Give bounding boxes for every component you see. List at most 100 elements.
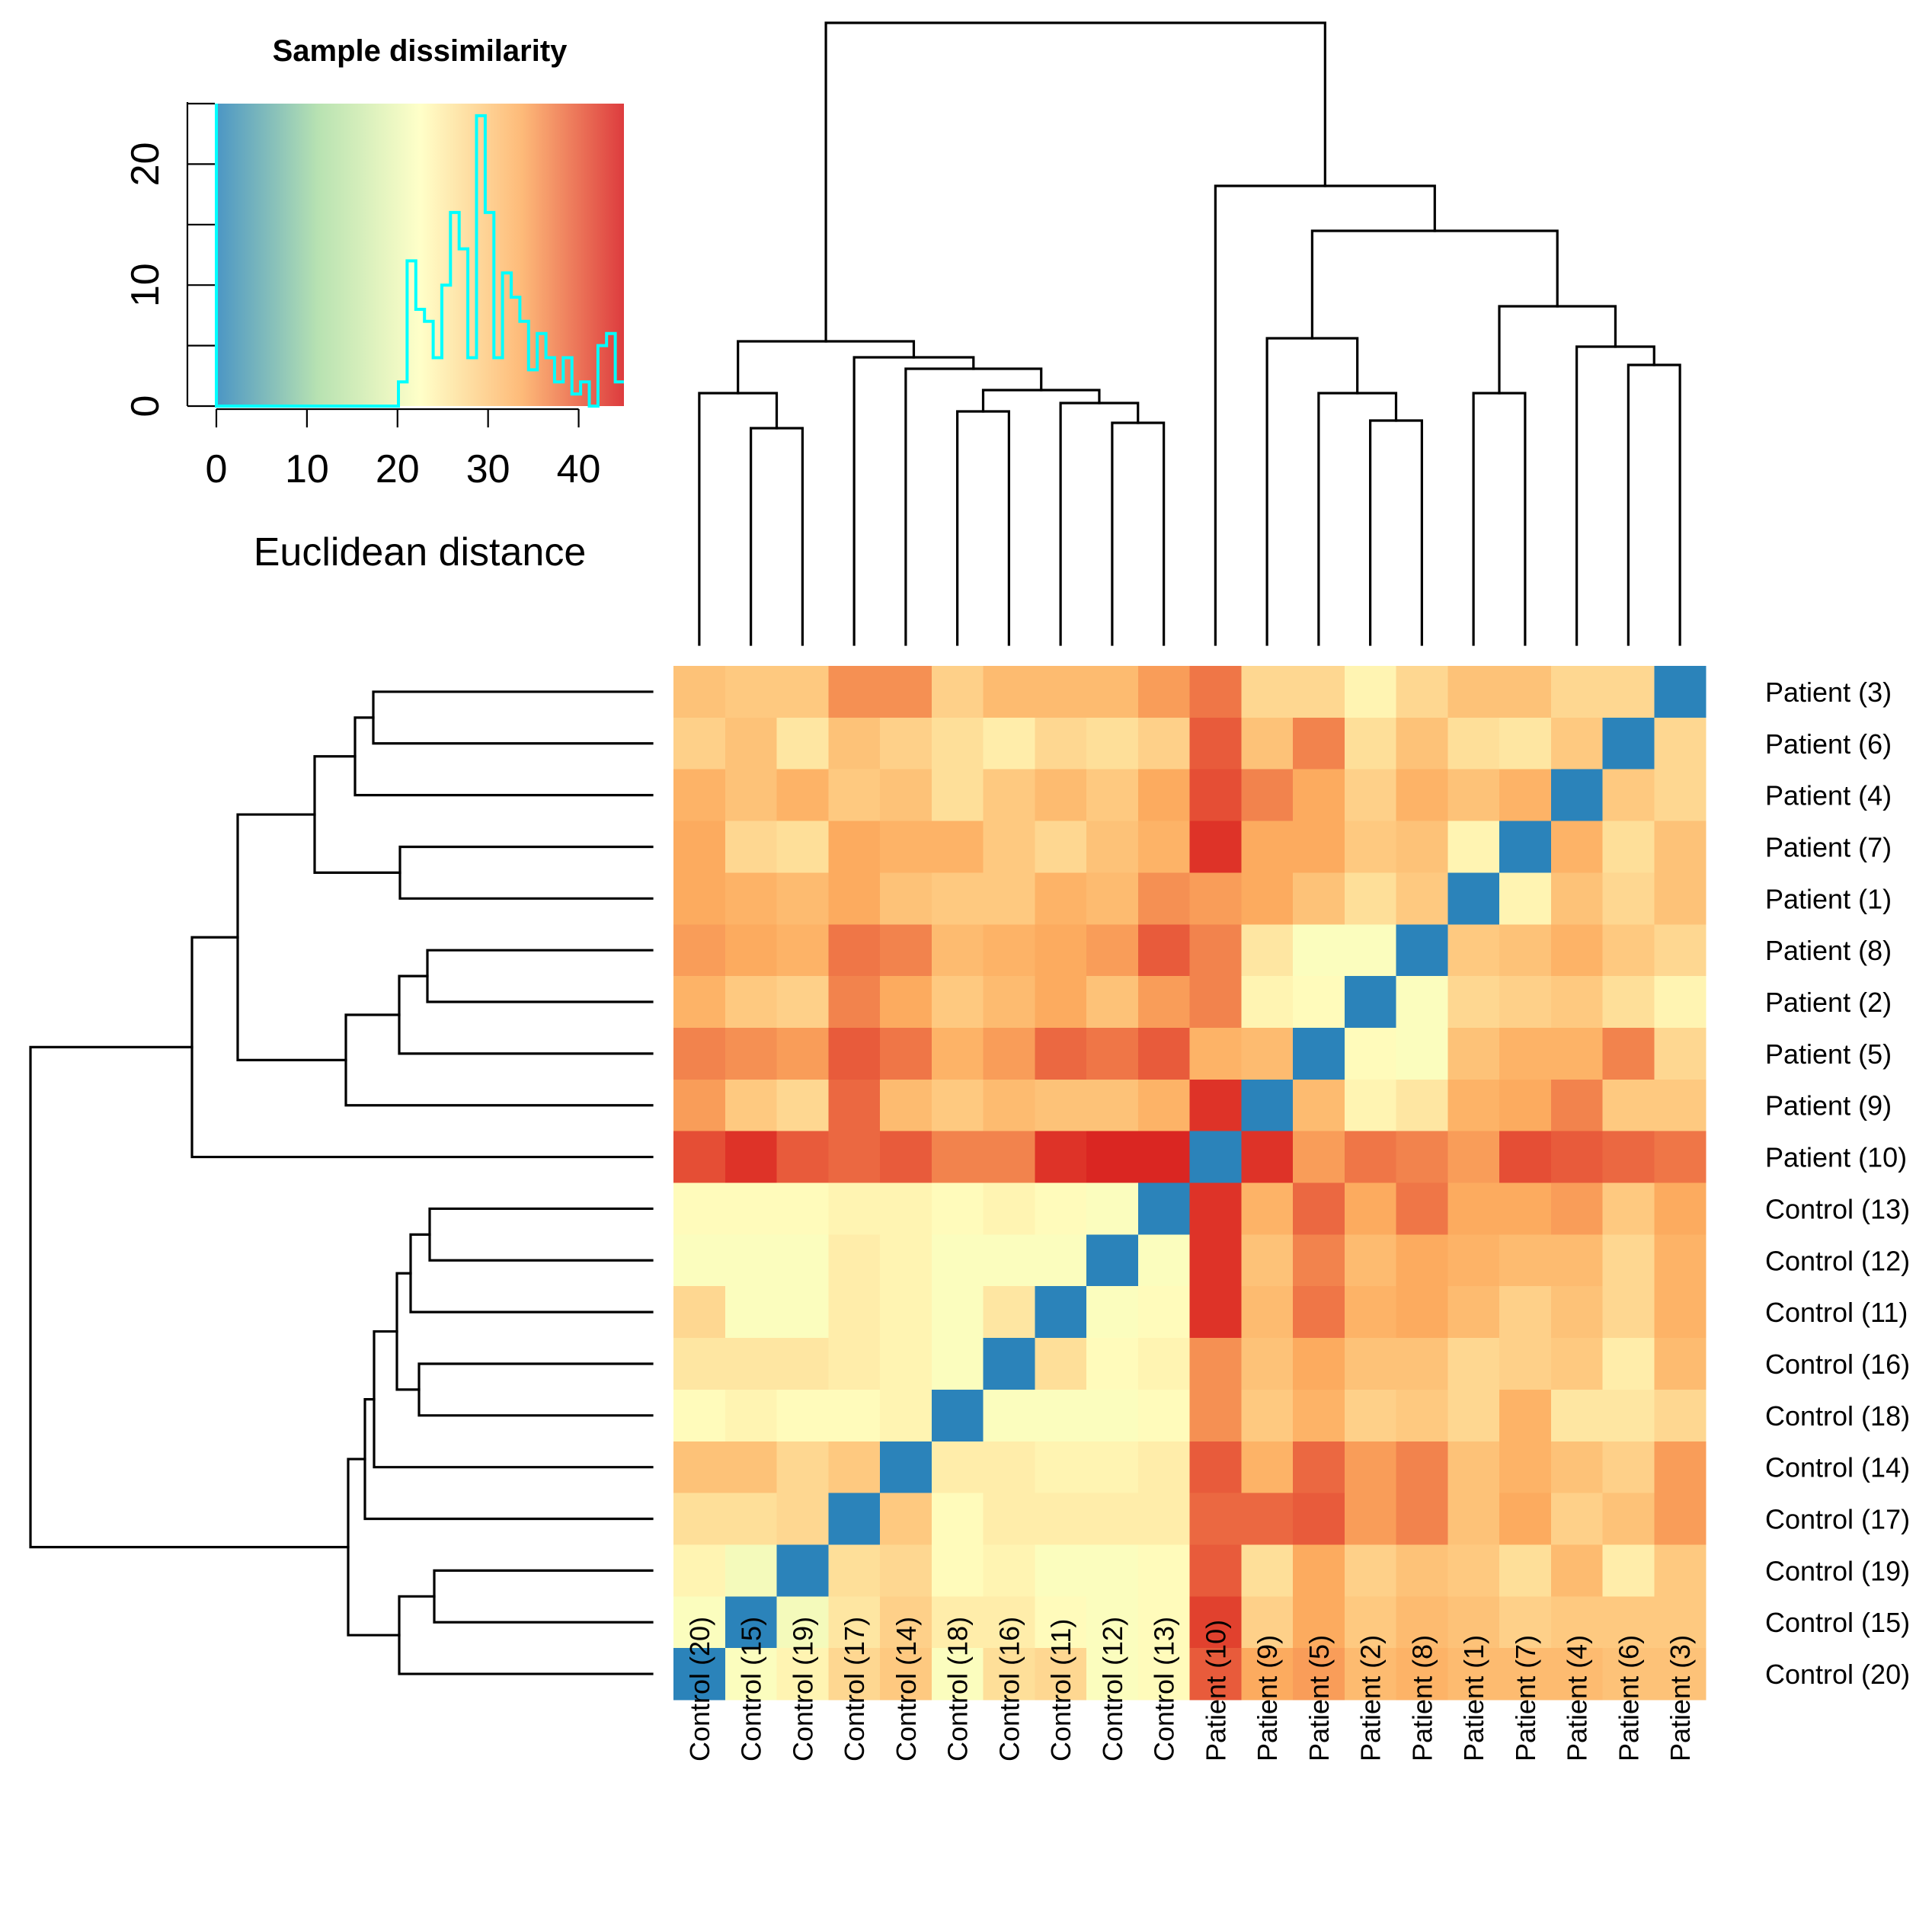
heatmap-cell [1602,821,1655,873]
heatmap-cell [1447,976,1500,1029]
heatmap-cell [1137,976,1191,1029]
heatmap-cell [1137,1648,1191,1701]
heatmap-cell [1293,1648,1345,1701]
heatmap-cell [828,1648,881,1701]
heatmap-cell [724,1286,778,1339]
heatmap-cell [1035,1338,1087,1390]
column-dendrogram-link [1214,184,1436,646]
row-dendrogram-link [363,1398,654,1521]
heatmap-cell [673,1389,726,1442]
heatmap-cell [1396,1131,1448,1184]
heatmap-cell [1189,924,1242,977]
heatmap-cell [776,1493,829,1546]
heatmap-cell [1396,1544,1448,1597]
heatmap-cell [1189,666,1242,718]
heatmap-cell [1293,821,1345,873]
heatmap-cell [880,1131,932,1184]
heatmap-cell [1344,1596,1397,1649]
heatmap-cell [724,1234,778,1287]
row-label: Control (15) [1765,1607,1910,1638]
key-x-tick-label: 40 [557,447,601,491]
key-y-tick-label: 10 [123,263,168,307]
heatmap-cell [1602,666,1655,718]
column-label: Patient (7) [1510,1635,1541,1761]
heatmap-cell [1189,1493,1242,1546]
heatmap-cell [1344,1648,1397,1701]
heatmap-cell [1550,1389,1604,1442]
color-key: Sample dissimilarity 0 10 20 30 40 0 10 20 Eucl… [123,34,624,574]
heatmap-cell [1293,872,1345,925]
heatmap-cell [1189,1441,1242,1494]
heatmap-cell [776,1544,829,1597]
key-x-tick-label: 20 [376,447,420,491]
heatmap-cell [1293,976,1345,1029]
row-label: Control (18) [1765,1400,1910,1432]
column-dendrogram-link [698,392,779,646]
heatmap-cell [1654,976,1706,1029]
heatmap-cell [1241,872,1294,925]
row-dendrogram-link [417,1362,654,1417]
row-label: Patient (5) [1765,1038,1892,1070]
heatmap-cell [1396,666,1448,718]
heatmap-cell [1499,1338,1552,1390]
column-dendrogram-link [852,356,975,646]
heatmap-cell [1137,1441,1191,1494]
heatmap-cell [931,1596,984,1649]
heatmap-cell [931,717,984,770]
heatmap-cell [1602,1234,1655,1287]
heatmap-cell [1035,1234,1087,1287]
column-dendrogram-link [750,427,804,646]
column-label: Patient (5) [1303,1635,1335,1761]
column-dendrogram [698,21,1681,646]
heatmap-cell [931,1079,984,1132]
heatmap-cell [1086,1389,1139,1442]
key-x-tick-label: 0 [206,447,228,491]
heatmap-cell [1602,1286,1655,1339]
heatmap-cell [828,1286,881,1339]
heatmap-cell [1035,1441,1087,1494]
heatmap-cell [1344,717,1397,770]
heatmap-cell [673,1027,726,1080]
heatmap-cell [1550,872,1604,925]
heatmap-cell [983,1286,1035,1339]
row-label: Patient (10) [1765,1142,1907,1173]
heatmap-cell [1654,1338,1706,1390]
heatmap-cell [880,769,932,822]
row-dendrogram-link [398,974,654,1055]
heatmap-cell [1654,1079,1706,1132]
heatmap-cell [1396,924,1448,977]
heatmap-cell [828,1389,881,1442]
heatmap-cell [983,976,1035,1029]
heatmap-cell [1550,666,1604,718]
heatmap-cell [1550,1027,1604,1080]
heatmap-cell [1035,1493,1087,1546]
heatmap-cell [1654,1234,1706,1287]
heatmap-cell [1602,976,1655,1029]
row-label: Patient (7) [1765,832,1892,863]
heatmap-cell [1396,1596,1448,1649]
heatmap-cell [1447,1234,1500,1287]
heatmap-cell [1293,1544,1345,1597]
row-dendrogram-link [398,845,654,900]
heatmap-cell [776,1182,829,1235]
heatmap-cell [983,1027,1035,1080]
heatmap-cell [931,1027,984,1080]
heatmap-cell [673,717,726,770]
heatmap-cell [724,1648,778,1701]
heatmap-cell [724,924,778,977]
heatmap-cell [1344,1027,1397,1080]
heatmap-cell [983,1079,1035,1132]
heatmap-cell [828,1493,881,1546]
heatmap-cell [931,1182,984,1235]
heatmap-cell [1344,1286,1397,1339]
heatmap-cell [776,1648,829,1701]
column-label: Patient (8) [1406,1635,1438,1761]
column-dendrogram-link [1310,229,1559,340]
heatmap-cell [1447,1596,1500,1649]
heatmap-cell [1189,1648,1242,1701]
heatmap-cell [1293,1441,1345,1494]
heatmap-cell [983,1389,1035,1442]
heatmap-cell [1035,1544,1087,1597]
heatmap-cell [1550,821,1604,873]
heatmap-cell [1086,666,1139,718]
